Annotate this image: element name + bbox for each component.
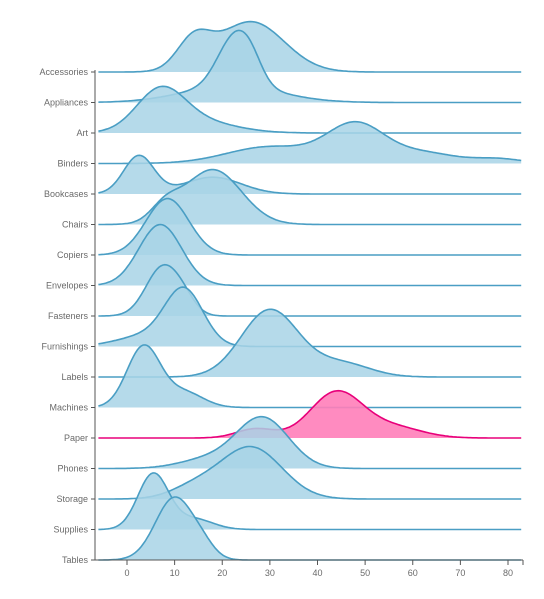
ridge-line-machines (98, 344, 522, 409)
ridge-paper (98, 389, 522, 439)
ridge-line-binders (98, 120, 522, 165)
x-tick-label: 30 (265, 568, 275, 578)
ridge-area-labels (98, 309, 522, 377)
y-tick-label: Machines (49, 403, 88, 413)
x-tick-label: 60 (408, 568, 418, 578)
ridge-area-supplies (98, 472, 522, 530)
ridge-area-tables (98, 497, 522, 560)
ridge-line-art (98, 85, 522, 134)
x-tick-label: 10 (170, 568, 180, 578)
ridge-area-machines (98, 344, 522, 408)
ridges-layer (98, 20, 522, 561)
ridge-area-furnishings (98, 287, 522, 347)
y-tick-label: Fasteners (48, 311, 89, 321)
ridge-line-chairs (98, 168, 522, 226)
x-tick-label: 0 (124, 568, 129, 578)
ridge-area-chairs (98, 169, 522, 225)
ridge-chairs (98, 168, 522, 226)
x-tick-label: 80 (503, 568, 513, 578)
y-tick-label: Chairs (62, 220, 89, 230)
y-tick-label: Accessories (39, 67, 88, 77)
y-tick-label: Appliances (44, 98, 89, 108)
ridge-area-appliances (98, 30, 522, 103)
y-tick-label: Paper (64, 433, 88, 443)
ridge-binders (98, 120, 522, 165)
ridge-line-copiers (98, 197, 522, 256)
ridge-line-phones (98, 415, 522, 470)
y-tick-label: Bookcases (44, 189, 89, 199)
ridge-line-supplies (98, 472, 522, 531)
ridge-area-paper (98, 390, 522, 438)
ridge-line-accessories (98, 20, 522, 73)
y-tick-label: Binders (57, 159, 88, 169)
y-tick-label: Copiers (57, 250, 89, 260)
y-axis: Accessories Appliances Art Binders Bookcases… (39, 67, 96, 565)
ridge-supplies (98, 472, 522, 531)
x-tick-label: 40 (312, 568, 322, 578)
ridge-area-envelopes (98, 224, 522, 286)
y-tick-label: Phones (57, 464, 88, 474)
ridge-line-fasteners (98, 263, 522, 317)
ridge-machines (98, 344, 522, 409)
x-tick-label: 70 (455, 568, 465, 578)
x-tick-label: 20 (217, 568, 227, 578)
y-tick-label: Envelopes (46, 281, 89, 291)
ridge-line-bookcases (98, 154, 522, 195)
y-tick-label: Art (76, 128, 88, 138)
ridge-phones (98, 415, 522, 470)
ridge-line-paper (98, 389, 522, 439)
ridge-line-envelopes (98, 223, 522, 287)
ridge-area-accessories (98, 21, 522, 73)
y-tick-label: Furnishings (41, 342, 88, 352)
ridge-area-storage (98, 446, 522, 499)
y-tick-label: Storage (56, 494, 88, 504)
ridge-art (98, 85, 522, 134)
x-axis: 0 10 20 30 40 50 60 70 80 (95, 559, 524, 578)
y-tick-label: Supplies (53, 525, 88, 535)
x-tick-label: 50 (360, 568, 370, 578)
ridge-area-art (98, 86, 522, 133)
ridge-envelopes (98, 223, 522, 287)
y-tick-label: Labels (61, 372, 88, 382)
y-tick-label: Tables (62, 555, 89, 565)
ridge-accessories (98, 20, 522, 73)
